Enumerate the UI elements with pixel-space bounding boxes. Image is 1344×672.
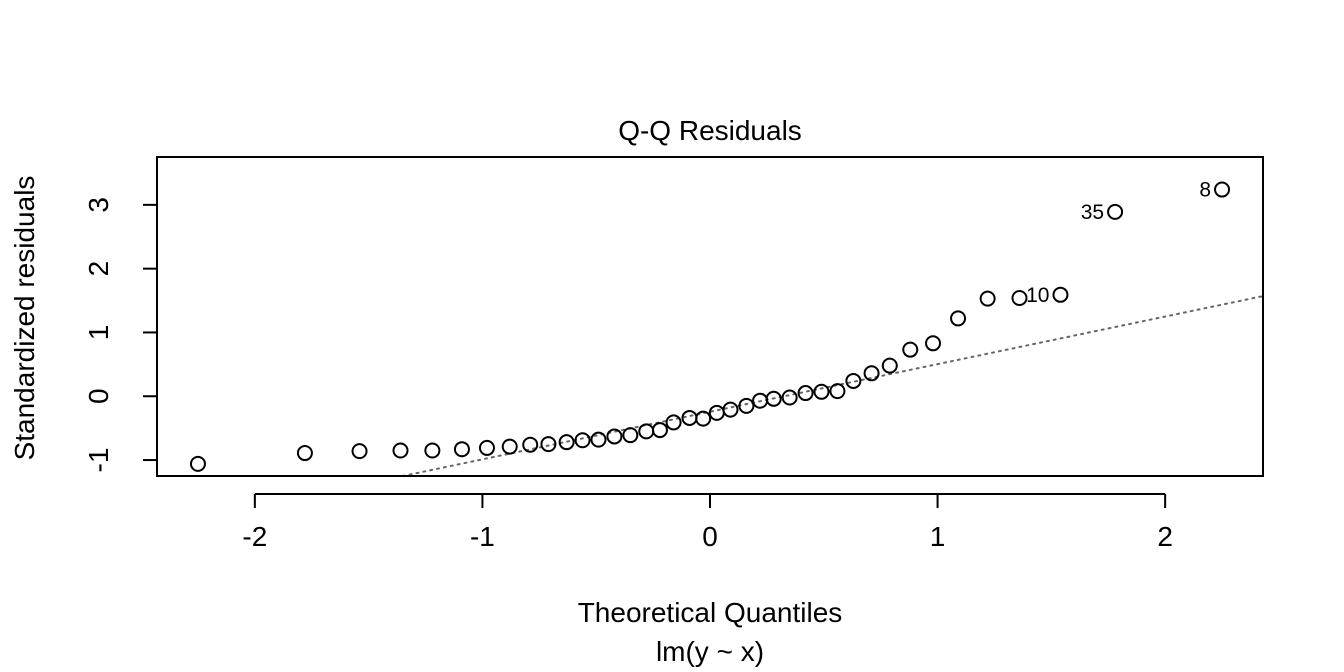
qq-point (902, 341, 919, 358)
qq-point (189, 455, 206, 472)
qq-point (708, 404, 725, 421)
qq-point (606, 428, 623, 445)
qq-point (540, 436, 557, 453)
qq-point (522, 436, 539, 453)
y-tick-label: 0 (83, 388, 114, 404)
qq-point (638, 423, 655, 440)
plot-layer: -2 -1 0 1 2 -1 0 1 2 3 10 35 8 (83, 156, 1264, 552)
qq-point (558, 434, 575, 451)
x-tick-label: -1 (470, 521, 495, 552)
qq-point (590, 431, 607, 448)
qq-point (722, 401, 739, 418)
qq-point (813, 383, 830, 400)
qq-point (863, 365, 880, 382)
qq-point (1214, 181, 1231, 198)
qq-point-label: 10 (1026, 284, 1049, 307)
qq-point (574, 432, 591, 449)
qq-point (424, 442, 441, 459)
qq-point (979, 290, 996, 307)
y-tick-label: -1 (83, 448, 114, 473)
qq-point (781, 389, 798, 406)
qq-point (453, 441, 470, 458)
qq-point (950, 310, 967, 327)
x-tick-label: 0 (702, 521, 718, 552)
qq-point-label: 35 (1081, 201, 1104, 224)
qq-point (478, 439, 495, 456)
x-tick-label: -2 (242, 521, 267, 552)
x-axis-label: Theoretical Quantiles (578, 597, 843, 628)
y-tick-label: 2 (83, 261, 114, 277)
qq-point (351, 443, 368, 460)
y-tick-label: 1 (83, 325, 114, 341)
qq-point (501, 438, 518, 455)
y-axis-label: Standardized residuals (9, 176, 40, 461)
qq-point (829, 383, 846, 400)
qq-point (651, 422, 668, 439)
x-tick-label: 1 (930, 521, 946, 552)
x-axis-subtitle: lm(y ~ x) (656, 636, 764, 667)
qq-point (738, 397, 755, 414)
qq-point-label: 8 (1199, 179, 1211, 202)
qq-point (1052, 286, 1069, 303)
qq-reference-line (401, 295, 1263, 476)
qq-point (622, 427, 639, 444)
qq-point (392, 442, 409, 459)
x-tick-label: 2 (1157, 521, 1173, 552)
qq-point (845, 372, 862, 389)
qq-point (665, 414, 682, 431)
qq-point (695, 410, 712, 427)
qq-point (881, 357, 898, 374)
qq-point (797, 385, 814, 402)
qq-point (765, 390, 782, 407)
chart-title: Q-Q Residuals (618, 115, 802, 146)
qq-point (296, 445, 313, 462)
qq-point (1107, 203, 1124, 220)
qq-point (1011, 289, 1028, 306)
qq-point (925, 335, 942, 352)
y-tick-label: 3 (83, 197, 114, 213)
